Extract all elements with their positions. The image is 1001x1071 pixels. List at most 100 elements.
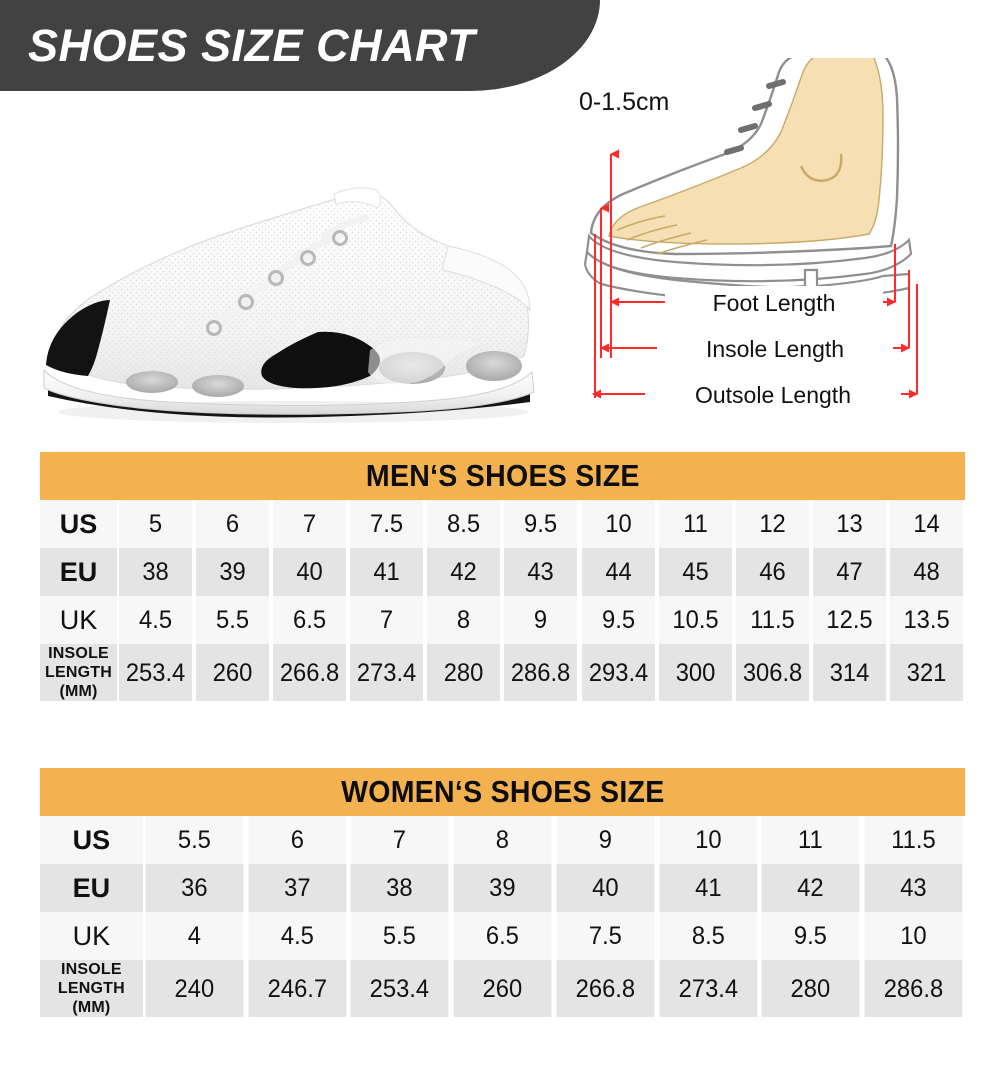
cell-insole-1: 260 bbox=[196, 644, 270, 701]
insole-label-unit: (MM) bbox=[59, 683, 98, 700]
mens-table-title-row: MEN‘S SHOES SIZE bbox=[40, 452, 965, 500]
cell-eu-5: 41 bbox=[659, 864, 757, 912]
cell-us-7: 11.5 bbox=[864, 816, 963, 864]
shoe-illustration bbox=[43, 187, 535, 423]
cell-eu-2: 40 bbox=[273, 548, 347, 596]
cell-insole-6: 280 bbox=[761, 960, 860, 1017]
cell-insole-6: 293.4 bbox=[581, 644, 655, 701]
cell-insole-5: 273.4 bbox=[659, 960, 757, 1017]
ankle-line bbox=[799, 153, 843, 182]
cell-eu-7: 43 bbox=[864, 864, 963, 912]
cell-uk-9: 12.5 bbox=[812, 596, 886, 644]
cell-insole-7: 300 bbox=[658, 644, 732, 701]
cell-us-4: 9 bbox=[556, 816, 655, 864]
cell-us-1: 6 bbox=[248, 816, 346, 864]
cell-uk-7: 10.5 bbox=[658, 596, 732, 644]
cell-eu-8: 46 bbox=[735, 548, 809, 596]
cell-uk-6: 9.5 bbox=[761, 912, 860, 960]
insole-label-unit: (MM) bbox=[72, 999, 111, 1016]
heel-collar bbox=[441, 245, 531, 312]
cell-eu-3: 41 bbox=[350, 548, 424, 596]
cell-us-10: 14 bbox=[889, 500, 964, 548]
page-title: SHOES SIZE CHART bbox=[28, 20, 476, 71]
cell-eu-4: 40 bbox=[556, 864, 655, 912]
gap-label: 0-1.5cm bbox=[579, 88, 669, 116]
cell-us-6: 11 bbox=[761, 816, 860, 864]
cell-insole-5: 286.8 bbox=[504, 644, 578, 701]
row-label-uk: UK bbox=[40, 596, 118, 644]
insole-label-main: INSOLE LENGTH bbox=[57, 961, 125, 997]
cell-uk-4: 7.5 bbox=[556, 912, 655, 960]
cell-uk-3: 7 bbox=[350, 596, 424, 644]
toe-cap bbox=[46, 300, 110, 376]
table-row: UK 4 4.5 5.5 6.5 7.5 8.5 9.5 10 bbox=[40, 912, 965, 960]
table-row: EU 36 37 38 39 40 41 42 43 bbox=[40, 864, 965, 912]
cell-eu-7: 45 bbox=[658, 548, 732, 596]
lace-eyelets bbox=[206, 230, 348, 336]
insole-label-main: INSOLE LENGTH bbox=[45, 645, 113, 681]
foot-skin bbox=[608, 58, 884, 245]
cell-uk-5: 8.5 bbox=[659, 912, 757, 960]
cell-insole-8: 306.8 bbox=[735, 644, 809, 701]
cell-insole-3: 273.4 bbox=[350, 644, 424, 701]
cell-us-6: 10 bbox=[581, 500, 655, 548]
foot-measurement-diagram: 0-1.5cm Foot Length Insole Length Ou bbox=[565, 58, 1001, 420]
cell-eu-9: 47 bbox=[812, 548, 886, 596]
cell-us-5: 10 bbox=[659, 816, 757, 864]
cell-eu-3: 39 bbox=[453, 864, 552, 912]
cell-eu-2: 38 bbox=[350, 864, 449, 912]
cell-insole-9: 314 bbox=[812, 644, 886, 701]
midsole-outline bbox=[585, 233, 913, 283]
cell-eu-10: 48 bbox=[889, 548, 964, 596]
mens-table-title: MEN‘S SHOES SIZE bbox=[365, 458, 640, 493]
table-row: US 5.5 6 7 8 9 10 11 11.5 bbox=[40, 816, 965, 864]
cell-eu-1: 37 bbox=[248, 864, 346, 912]
cell-uk-5: 9 bbox=[504, 596, 578, 644]
cell-uk-3: 6.5 bbox=[453, 912, 552, 960]
cell-eu-0: 36 bbox=[145, 864, 243, 912]
midsole bbox=[43, 368, 535, 415]
outsole-length-label: Outsole Length bbox=[695, 382, 851, 408]
cell-uk-4: 8 bbox=[427, 596, 501, 644]
cell-us-5: 9.5 bbox=[504, 500, 578, 548]
womens-size-table: WOMEN‘S SHOES SIZE US 5.5 6 7 8 9 10 11 … bbox=[40, 768, 965, 1017]
table-row: INSOLE LENGTH (MM) 240 246.7 253.4 260 2… bbox=[40, 960, 965, 1017]
cell-eu-5: 43 bbox=[504, 548, 578, 596]
table-row: US 5 6 7 7.5 8.5 9.5 10 11 12 13 14 bbox=[40, 500, 965, 548]
cell-uk-7: 10 bbox=[864, 912, 963, 960]
cell-eu-1: 39 bbox=[196, 548, 270, 596]
cell-insole-4: 266.8 bbox=[556, 960, 655, 1017]
cell-uk-1: 5.5 bbox=[196, 596, 270, 644]
shoe-product-image bbox=[18, 150, 563, 435]
cell-insole-2: 266.8 bbox=[273, 644, 347, 701]
midfoot-accent bbox=[261, 331, 380, 389]
cell-insole-0: 253.4 bbox=[119, 644, 193, 701]
cell-uk-1: 4.5 bbox=[248, 912, 346, 960]
cell-eu-6: 42 bbox=[761, 864, 860, 912]
cell-insole-7: 286.8 bbox=[864, 960, 963, 1017]
womens-table-title-cell: WOMEN‘S SHOES SIZE bbox=[40, 768, 965, 816]
gap-arrows bbox=[594, 149, 619, 398]
cell-uk-8: 11.5 bbox=[735, 596, 809, 644]
diagram-laces bbox=[724, 79, 786, 155]
cell-us-0: 5.5 bbox=[145, 816, 243, 864]
row-label-eu: EU bbox=[40, 864, 143, 912]
cell-eu-4: 42 bbox=[427, 548, 501, 596]
mens-table-title-cell: MEN‘S SHOES SIZE bbox=[40, 452, 965, 500]
cell-insole-10: 321 bbox=[889, 644, 964, 701]
womens-table-title: WOMEN‘S SHOES SIZE bbox=[340, 774, 665, 809]
cell-us-1: 6 bbox=[196, 500, 270, 548]
cell-us-2: 7 bbox=[350, 816, 449, 864]
shoe-laces bbox=[210, 214, 370, 330]
cell-us-3: 8 bbox=[453, 816, 552, 864]
foot-diagram-illustration: 0-1.5cm Foot Length Insole Length Ou bbox=[579, 58, 918, 410]
womens-table-title-row: WOMEN‘S SHOES SIZE bbox=[40, 768, 965, 816]
header-banner: SHOES SIZE CHART bbox=[0, 0, 600, 91]
cell-insole-0: 240 bbox=[145, 960, 243, 1017]
cell-us-3: 7.5 bbox=[350, 500, 424, 548]
table-row: UK 4.5 5.5 6.5 7 8 9 9.5 10.5 11.5 12.5 … bbox=[40, 596, 965, 644]
toe-lines bbox=[616, 215, 708, 255]
table-row: EU 38 39 40 41 42 43 44 45 46 47 48 bbox=[40, 548, 965, 596]
cell-us-2: 7 bbox=[273, 500, 347, 548]
